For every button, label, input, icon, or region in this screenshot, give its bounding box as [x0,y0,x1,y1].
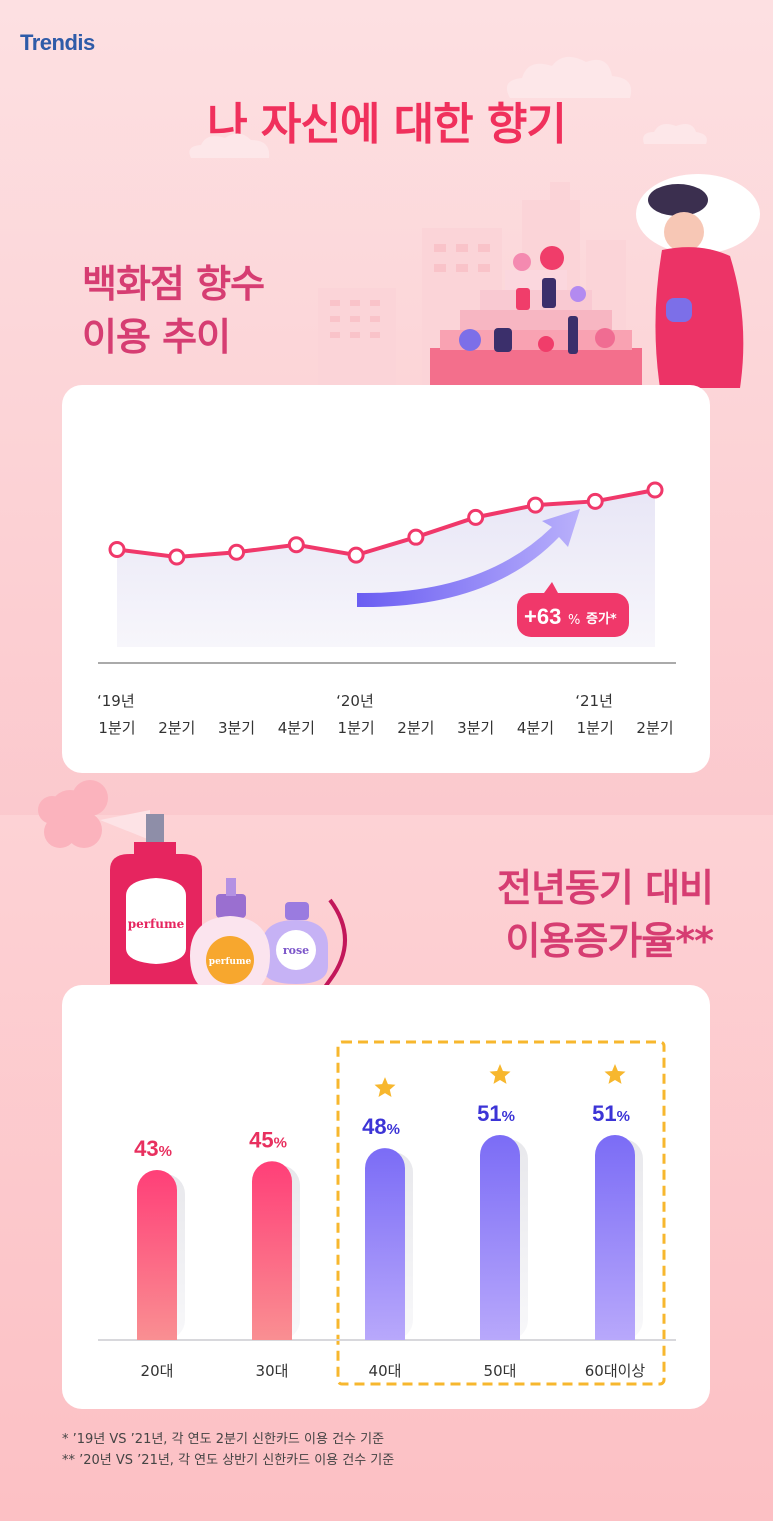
perfume-bottle-label: perfume [128,917,185,931]
x-tick-label: 4분기 [278,719,315,737]
growth-badge-value: +63 [524,604,561,629]
perfume-small-bottle-label: perfume [209,957,252,967]
rose-bottle-label: rose [283,944,309,957]
series-line [116,488,656,560]
x-tick-label: 1분기 [577,719,614,737]
bar-value-label: 48% [362,1114,400,1139]
x-category-label: 30대 [256,1362,289,1380]
section2-title-line2-wrap: 이용증가율** [373,915,714,968]
x-tick-label: 2분기 [636,719,673,737]
data-point [526,496,544,514]
section1-title-line1: 백화점 향수 [82,262,265,306]
section2-title: 전년동기 대비 이용증가율** [373,862,714,968]
highlight-box [336,1040,666,1386]
x-category-label: 60대이상 [585,1362,646,1380]
usage-trend-line-chart: 1분기 2분기 3분기 4분기 1분기 2분기 3분기 4분기 1분기 2분기 ‘19년 ‘20년 ‘2… [97,481,676,737]
x-tick-label: 2분기 [158,719,195,737]
bar-value-label: 43% [134,1136,172,1161]
data-point [586,492,604,510]
page-title: 나 자신에 대한 향기 [207,99,567,150]
section2-title-line1: 전년동기 대비 [497,866,714,910]
x-category-label: 40대 [369,1362,402,1380]
data-point [287,536,305,554]
growth-badge: +63 % 증가* [517,582,629,637]
x-category-label: 50대 [484,1362,517,1380]
cloud-decoration-icon [643,124,707,144]
data-point [646,481,664,499]
brand-logo: Trendis [20,30,95,55]
bar-value-label: 51% [592,1101,630,1126]
year-label: ‘19년 [97,692,135,710]
growth-rate-bar-chart: 43% 20대 45% 30대 48% 40대 51% 50대 51% 60대이상 [98,1040,676,1386]
section1-title-line2: 이용 추이 [82,315,231,360]
section2-title-line2: 이용증가율 [505,919,676,964]
x-tick-label: 1분기 [338,719,375,737]
bar [137,1170,177,1340]
year-label: ‘20년 [336,692,374,710]
bar [252,1161,292,1340]
section1-title: 백화점 향수 이용 추이 [82,258,342,364]
data-point [347,546,365,564]
x-tick-label: 2분기 [397,719,434,737]
perfume-shop-illustration [318,174,760,388]
year-label: ‘21년 [575,692,613,710]
footnote-1: * ’19년 VS ’21년, 각 연도 2분기 신한카드 이용 건수 기준 [62,1432,385,1447]
data-point [467,508,485,526]
x-category-label: 20대 [141,1362,174,1380]
bar [595,1135,635,1340]
growth-badge-unit: % [568,613,580,628]
star-icon [604,1064,626,1084]
x-tick-label: 1분기 [98,719,135,737]
x-tick-label: 3분기 [457,719,494,737]
cloud-decoration-icon [189,133,270,158]
growth-badge-suffix: 증가* [586,612,617,627]
x-tick-label: 3분기 [218,719,255,737]
x-tick-label: 4분기 [517,719,554,737]
data-point [108,540,126,558]
bar-value-label: 45% [249,1127,287,1152]
footnotes: * ’19년 VS ’21년, 각 연도 2분기 신한카드 이용 건수 기준 *… [62,1430,394,1472]
perfume-bottles-illustration: perfume rose perfume [38,780,347,1056]
bar [365,1148,405,1340]
data-point [228,543,246,561]
bar [480,1135,520,1340]
star-icon [374,1077,396,1097]
data-point [407,528,425,546]
star-icon [489,1064,511,1084]
bar-value-label: 51% [477,1101,515,1126]
cloud-decoration-icon [506,56,632,98]
section2-title-mark: ** [675,919,714,964]
footnote-2: ** ’20년 VS ’21년, 각 연도 상반기 신한카드 이용 건수 기준 [62,1452,395,1468]
data-point [168,548,186,566]
growth-arrow-icon [357,509,580,608]
